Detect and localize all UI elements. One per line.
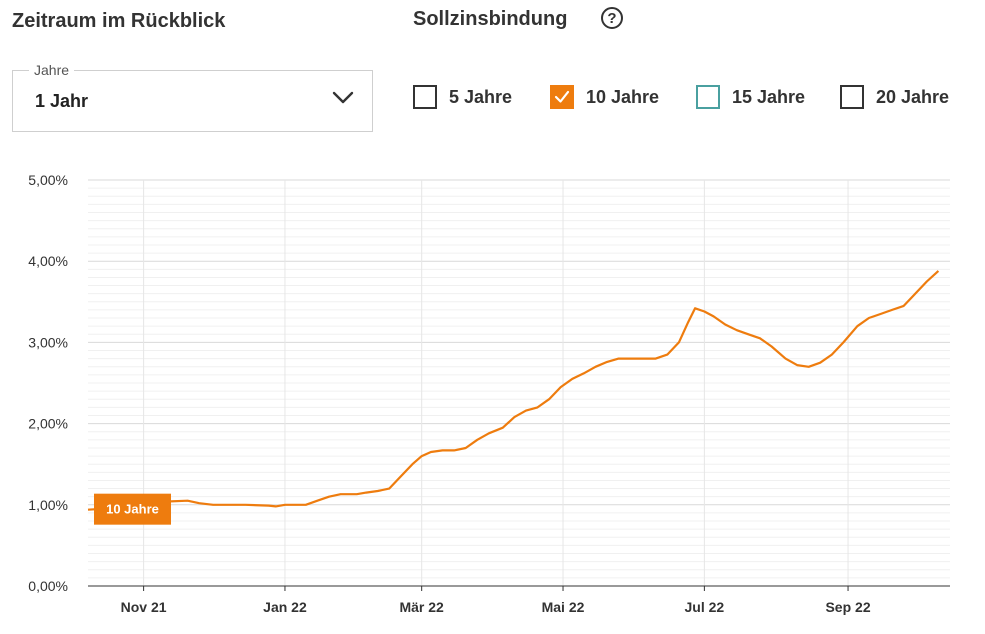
period-select-value: 1 Jahr [35, 91, 89, 111]
question-circle-icon[interactable]: ? [601, 7, 623, 29]
checkbox-label: 5 Jahre [449, 86, 513, 107]
x-tick-label: Mär 22 [399, 599, 444, 615]
checkbox-box[interactable] [413, 85, 437, 109]
y-tick-label: 2,00% [28, 416, 68, 432]
period-title: Zeitraum im Rückblick [12, 10, 226, 32]
series-tag-box [94, 493, 171, 525]
checkmark-icon [554, 90, 570, 103]
series-tag: 10 Jahre [94, 493, 171, 525]
checkbox-5-jahre[interactable]: 5 Jahre [413, 84, 512, 110]
checkbox-box[interactable] [840, 85, 864, 109]
y-tick-label: 1,00% [28, 497, 68, 513]
y-tick-label: 5,00% [28, 172, 68, 188]
y-tick-label: 0,00% [28, 578, 68, 594]
x-tick-label: Jul 22 [685, 599, 725, 615]
checkbox-10-jahre[interactable]: 10 Jahre [550, 84, 659, 110]
chart-grid [88, 179, 950, 587]
checkbox-label: 20 Jahre [876, 86, 950, 107]
checkbox-20-jahre[interactable]: 20 Jahre [840, 84, 949, 110]
fixation-title: Sollzinsbindung [413, 8, 568, 30]
checkbox-15-jahre[interactable]: 15 Jahre [696, 84, 805, 110]
checkbox-label: 15 Jahre [732, 86, 806, 107]
chevron-down-icon [332, 91, 354, 104]
y-tick-label: 4,00% [28, 253, 68, 269]
chart-axes: 0,00% 1,00% 2,00% 3,00% 4,00% 5,00% Nov 21 Jan … [28, 172, 950, 615]
series-tag-label: 10 Jahre [106, 502, 159, 517]
interest-rate-chart: 0,00% 1,00% 2,00% 3,00% 4,00% 5,00% Nov 21 Jan … [28, 172, 950, 615]
chart-series [87, 270, 940, 511]
x-tick-label: Nov 21 [121, 599, 167, 615]
x-tick-label: Sep 22 [825, 599, 870, 615]
series-line [87, 270, 940, 511]
period-select-legend: Jahre [29, 62, 75, 78]
period-select[interactable]: Jahre 1 Jahr [12, 62, 373, 132]
x-tick-label: Jan 22 [263, 599, 307, 615]
checkbox-box[interactable] [696, 85, 720, 109]
x-tick-label: Mai 22 [542, 599, 585, 615]
y-tick-label: 3,00% [28, 334, 68, 350]
checkbox-label: 10 Jahre [586, 86, 660, 107]
checkbox-box[interactable] [550, 85, 574, 109]
